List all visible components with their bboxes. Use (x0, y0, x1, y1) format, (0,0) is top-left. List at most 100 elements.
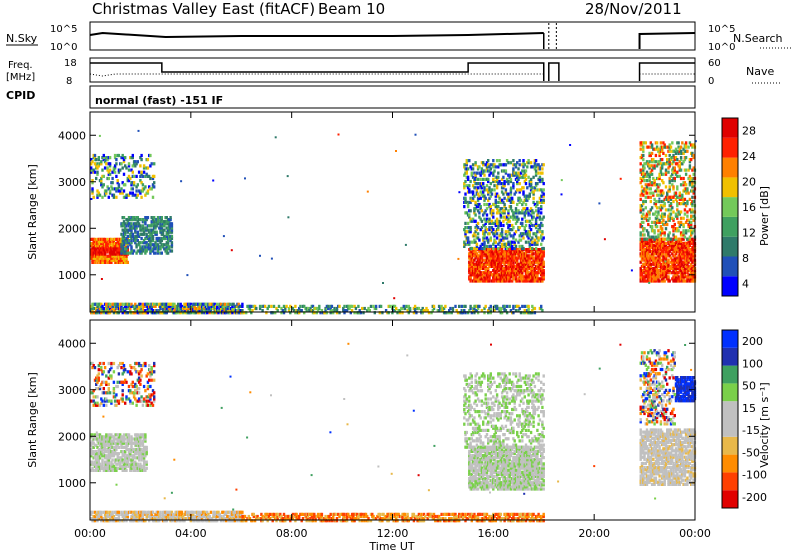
y-tick-label: 2000 (58, 222, 86, 235)
power-cell (646, 192, 648, 195)
power-cell (104, 166, 106, 169)
power-cell (490, 205, 492, 208)
power-cell (111, 187, 113, 190)
power-cell (486, 213, 488, 216)
power-cell (486, 207, 488, 210)
power-cell (532, 211, 534, 214)
power-cell (536, 188, 538, 191)
power-cell (289, 305, 291, 308)
power-cell (485, 305, 487, 308)
power-cell (140, 237, 142, 240)
power-cell (657, 269, 659, 272)
power-cell (146, 233, 148, 236)
power-cell (171, 235, 173, 238)
power-cell (478, 239, 480, 242)
power-noise-cell (99, 135, 101, 137)
power-cell (487, 239, 489, 242)
power-cell (647, 146, 649, 149)
power-cell (657, 194, 659, 197)
power-cell (285, 305, 287, 308)
power-cell (642, 221, 644, 224)
power-cell (154, 252, 156, 255)
power-cell (539, 165, 541, 168)
nsearch-tick-top: 10^5 (708, 24, 735, 35)
power-cell (672, 185, 674, 188)
power-cell (657, 229, 659, 232)
power-noise-cell (561, 179, 563, 181)
power-cell (117, 303, 119, 306)
power-cell (543, 193, 545, 196)
power-cell (264, 305, 266, 308)
power-cell (650, 196, 652, 199)
power-cell (651, 181, 653, 184)
power-cell (268, 305, 270, 308)
power-cell (497, 205, 499, 208)
power-cell (502, 193, 504, 196)
power-cell (493, 184, 495, 187)
power-noise-cell (658, 198, 660, 200)
power-cell (539, 216, 541, 219)
power-cell (98, 156, 100, 159)
power-cell (670, 202, 672, 205)
power-cell (467, 176, 469, 179)
power-cell (471, 247, 473, 250)
power-cell (684, 198, 686, 201)
power-cell (648, 160, 650, 163)
power-cell (469, 305, 471, 308)
power-cell (685, 183, 687, 186)
power-cell (530, 178, 532, 181)
velocity-cell (111, 511, 113, 514)
power-cell (156, 231, 158, 234)
power-cell (140, 154, 142, 157)
velocity-cell (106, 511, 108, 514)
power-cell (103, 154, 105, 157)
power-cell (250, 305, 252, 308)
power-cell (682, 217, 684, 220)
power-cell (449, 307, 451, 310)
power-noise-cell (338, 134, 340, 136)
nsky-label: N.Sky (6, 32, 38, 45)
power-cell (477, 232, 479, 235)
power-cell (318, 305, 320, 308)
power-cell (115, 175, 117, 178)
freq-tick-bottom: 8 (66, 76, 72, 87)
power-noise-cell (510, 187, 512, 189)
power-cell (375, 305, 377, 308)
power-cell (483, 203, 485, 206)
power-cell (364, 307, 366, 310)
power-cell (120, 162, 122, 165)
power-cell (525, 241, 527, 244)
power-cell (473, 195, 475, 198)
power-cell (657, 189, 659, 192)
power-cell (506, 234, 508, 237)
power-cell (510, 178, 512, 181)
power-cell (684, 236, 686, 239)
power-cell (338, 305, 340, 308)
power-cell (531, 247, 533, 250)
power-cell (522, 190, 524, 193)
power-cell (91, 160, 93, 163)
power-cell (497, 176, 499, 179)
power-cell (501, 228, 503, 231)
power-cell (656, 225, 658, 228)
power-cell (509, 305, 511, 308)
power-cell (532, 197, 534, 200)
power-cell (171, 222, 173, 225)
power-cell (132, 154, 134, 157)
power-cell (100, 160, 102, 163)
power-cell (147, 189, 149, 192)
power-cell (543, 163, 545, 166)
power-cell (517, 167, 519, 170)
power-cell (482, 161, 484, 164)
power-cell (531, 224, 533, 227)
power-cell (502, 220, 504, 223)
velocity-cell (100, 511, 102, 514)
power-noise-cell (620, 178, 622, 180)
cpid-label: CPID (6, 89, 35, 102)
power-cell (474, 213, 476, 216)
power-cell (539, 176, 541, 179)
power-cell (127, 245, 129, 248)
power-cell (541, 178, 543, 181)
power-cell (132, 233, 134, 236)
power-cell (509, 224, 511, 227)
